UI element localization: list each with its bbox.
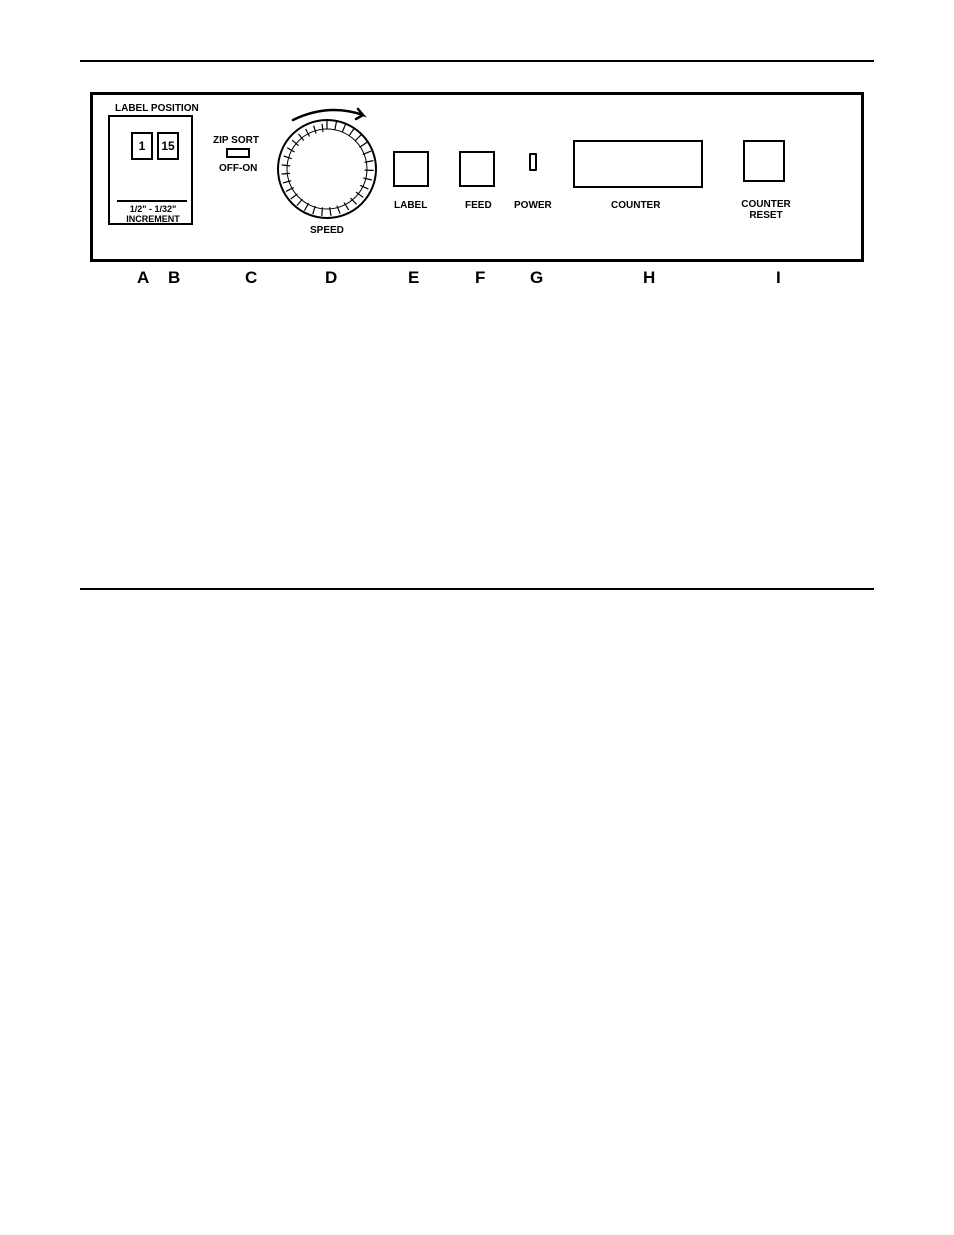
ref-c: C bbox=[245, 268, 257, 288]
label-position-header: LABEL POSITION bbox=[115, 103, 199, 114]
label-button[interactable] bbox=[393, 151, 429, 187]
thumbwheel-coarse[interactable]: 1 bbox=[131, 132, 153, 160]
ref-a: A bbox=[137, 268, 149, 288]
ref-d: D bbox=[325, 268, 337, 288]
increment-label: 1/2" - 1/32" INCREMENT bbox=[118, 205, 188, 225]
ref-h: H bbox=[643, 268, 655, 288]
top-horizontal-rule bbox=[80, 60, 874, 62]
reference-letter-row: A B C D E F G H I bbox=[90, 268, 864, 298]
feed-button-label: FEED bbox=[465, 200, 492, 211]
increment-rule bbox=[117, 200, 187, 202]
power-indicator bbox=[529, 153, 537, 171]
ref-f: F bbox=[475, 268, 485, 288]
speed-label: SPEED bbox=[310, 225, 344, 236]
control-panel-diagram: LABEL POSITION 1 15 1/2" - 1/32" INCREME… bbox=[90, 92, 864, 262]
counter-display bbox=[573, 140, 703, 188]
ref-e: E bbox=[408, 268, 419, 288]
ref-i: I bbox=[776, 268, 781, 288]
counter-reset-label: COUNTER RESET bbox=[737, 199, 795, 221]
power-label: POWER bbox=[514, 200, 552, 211]
label-button-label: LABEL bbox=[394, 200, 427, 211]
zip-sort-switch[interactable] bbox=[226, 148, 250, 158]
speed-knob[interactable] bbox=[276, 118, 378, 220]
ref-b: B bbox=[168, 268, 180, 288]
bottom-horizontal-rule bbox=[80, 588, 874, 590]
thumbwheel-fine-value: 15 bbox=[161, 139, 174, 153]
thumbwheel-coarse-value: 1 bbox=[139, 139, 146, 153]
off-on-label: OFF-ON bbox=[219, 163, 257, 174]
counter-reset-button[interactable] bbox=[743, 140, 785, 182]
counter-label: COUNTER bbox=[611, 200, 660, 211]
thumbwheel-fine[interactable]: 15 bbox=[157, 132, 179, 160]
ref-g: G bbox=[530, 268, 543, 288]
zip-sort-label: ZIP SORT bbox=[213, 135, 259, 146]
feed-button[interactable] bbox=[459, 151, 495, 187]
document-page: LABEL POSITION 1 15 1/2" - 1/32" INCREME… bbox=[0, 0, 954, 630]
panel-diagram-wrapper: LABEL POSITION 1 15 1/2" - 1/32" INCREME… bbox=[90, 92, 864, 298]
